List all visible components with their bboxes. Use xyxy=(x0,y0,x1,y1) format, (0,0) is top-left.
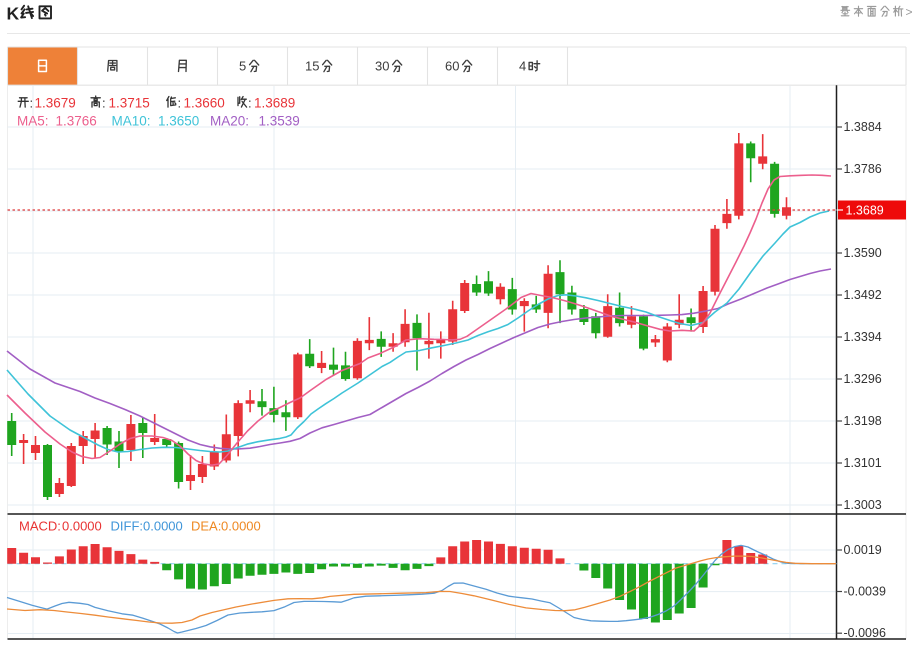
svg-text:1.3492: 1.3492 xyxy=(844,288,882,302)
svg-text:30: 30 xyxy=(375,59,389,74)
svg-text:60: 60 xyxy=(445,59,459,74)
svg-text:1.3884: 1.3884 xyxy=(844,120,882,134)
svg-text::: : xyxy=(102,96,106,111)
svg-text:MA5:: MA5: xyxy=(17,114,49,129)
svg-text:1.3394: 1.3394 xyxy=(844,330,882,344)
svg-text:1.3650: 1.3650 xyxy=(158,114,199,129)
svg-text:MA20:: MA20: xyxy=(210,114,249,129)
svg-text:0.0019: 0.0019 xyxy=(844,543,882,557)
svg-text:5: 5 xyxy=(239,59,246,74)
svg-text:1.3786: 1.3786 xyxy=(844,162,882,176)
svg-text:1.3689: 1.3689 xyxy=(254,96,295,111)
svg-text:1.3101: 1.3101 xyxy=(844,456,882,470)
svg-text:1.3679: 1.3679 xyxy=(35,96,76,111)
svg-text:0.0000: 0.0000 xyxy=(143,519,183,534)
svg-text::: : xyxy=(30,96,34,111)
svg-text::: : xyxy=(178,96,182,111)
svg-text:DIFF:: DIFF: xyxy=(111,519,144,534)
svg-text:1.3296: 1.3296 xyxy=(844,372,882,386)
svg-text:1.3590: 1.3590 xyxy=(844,246,882,260)
svg-text::: : xyxy=(248,96,252,111)
svg-text:MA10:: MA10: xyxy=(112,114,151,129)
svg-text:1.3660: 1.3660 xyxy=(184,96,225,111)
svg-text:1.3766: 1.3766 xyxy=(56,114,97,129)
svg-text:MACD:: MACD: xyxy=(19,519,61,534)
svg-text:0.0000: 0.0000 xyxy=(221,519,261,534)
svg-text:1.3003: 1.3003 xyxy=(844,498,882,512)
svg-text:1.3198: 1.3198 xyxy=(844,414,882,428)
svg-text:-0.0039: -0.0039 xyxy=(844,584,886,598)
svg-text:0.0000: 0.0000 xyxy=(62,519,102,534)
svg-text:DEA:: DEA: xyxy=(191,519,221,534)
svg-text:>: > xyxy=(906,5,913,19)
svg-text:K: K xyxy=(7,4,20,24)
svg-text:1.3689: 1.3689 xyxy=(846,204,884,218)
svg-text:-0.0096: -0.0096 xyxy=(844,626,886,640)
svg-text:4: 4 xyxy=(519,59,526,74)
svg-text:1.3715: 1.3715 xyxy=(109,96,150,111)
svg-text:1.3539: 1.3539 xyxy=(259,114,300,129)
svg-text:15: 15 xyxy=(305,59,319,74)
